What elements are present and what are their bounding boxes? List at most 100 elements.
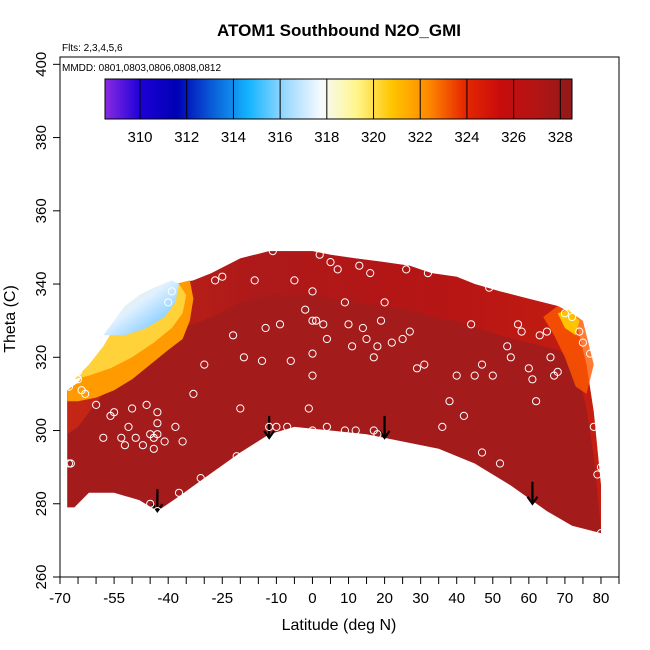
observation-point: [286, 356, 295, 365]
observation-point: [495, 459, 505, 468]
x-tick-label: -10: [266, 590, 288, 607]
colorbar-tick-label: 320: [361, 129, 386, 146]
observation-point: [164, 298, 173, 307]
observation-point: [92, 400, 101, 409]
observation-point: [348, 342, 357, 351]
observation-point: [488, 371, 497, 380]
observation-point: [102, 510, 112, 519]
x-tick-label: 40: [448, 590, 465, 607]
observation-point: [261, 323, 270, 333]
chart-title: ATOM1 Southbound N2O_GMI: [217, 21, 461, 40]
observation-point: [568, 312, 577, 322]
observation-point: [312, 316, 321, 325]
observation-point: [315, 250, 324, 259]
observation-point: [589, 422, 598, 431]
colorbar-tick-label: 328: [548, 129, 573, 146]
observation-point: [99, 433, 108, 442]
observation-point: [412, 364, 422, 373]
observation-point: [232, 452, 241, 461]
x-tick-label: -55: [103, 590, 125, 607]
y-tick-label: 260: [33, 564, 50, 589]
observation-point: [326, 258, 335, 267]
observation-point: [351, 426, 360, 435]
x-tick-label: 30: [412, 590, 429, 607]
observation-point: [452, 371, 461, 380]
x-tick-label: 80: [593, 590, 610, 607]
observation-point: [153, 419, 162, 428]
observation-point: [290, 276, 299, 285]
observation-point: [553, 367, 562, 376]
observation-point: [218, 272, 227, 281]
observation-point: [322, 334, 331, 344]
observation-point: [153, 430, 162, 439]
observation-point: [135, 503, 144, 512]
observation-point: [308, 349, 317, 358]
x-axis: -70 -55 -40 -25 -10 0 10 20 30 40 50 60 70 80: [49, 577, 620, 607]
observation-point: [532, 397, 541, 406]
observation-point: [283, 422, 292, 431]
observation-point: [470, 371, 479, 380]
y-tick-label: 400: [33, 52, 50, 77]
observation-point: [506, 353, 515, 362]
observation-point: [575, 327, 584, 336]
observation-point: [333, 265, 342, 274]
x-tick-label: -40: [157, 590, 179, 607]
observation-point: [250, 276, 259, 285]
observation-point: [477, 448, 487, 457]
observation-point: [517, 327, 526, 336]
observation-point: [503, 342, 512, 351]
observation-point: [319, 320, 328, 329]
x-tick-label: 60: [520, 590, 537, 607]
x-tick-label: -25: [211, 590, 233, 607]
observation-point: [596, 529, 606, 538]
observation-point: [138, 441, 147, 450]
observation-point: [409, 455, 418, 464]
observation-point: [73, 367, 83, 376]
observation-point: [322, 422, 331, 431]
observation-point: [66, 459, 75, 468]
observation-point: [344, 320, 353, 329]
observation-point: [229, 331, 238, 340]
observation-point: [438, 422, 447, 431]
observation-point: [340, 426, 349, 435]
arrow-marker: [263, 415, 276, 440]
observation-point: [257, 356, 267, 365]
observation-point: [293, 239, 303, 248]
observation-point: [387, 338, 396, 347]
observation-point: [308, 287, 317, 296]
observation-point: [459, 411, 468, 420]
observation-point: [586, 349, 595, 358]
observation-point: [117, 433, 126, 442]
observation-point: [124, 422, 133, 431]
observation-point: [239, 353, 248, 362]
observation-point: [268, 247, 277, 256]
x-tick-label: 10: [340, 590, 357, 607]
observation-point: [477, 360, 487, 369]
colorbar-tick-label: 324: [454, 129, 479, 146]
colorbar-tick-label: 316: [268, 129, 293, 146]
x-axis-label: Latitude (deg N): [282, 617, 397, 634]
dates-subtitle: MMDD: 0801,0803,0806,0808,0812: [62, 63, 221, 74]
observation-point: [308, 430, 317, 439]
observation-point: [64, 382, 74, 391]
colorbar-tick-label: 326: [501, 129, 526, 146]
observation-point: [467, 320, 476, 329]
observation-point: [513, 320, 523, 329]
x-tick-label: 70: [557, 590, 574, 607]
observation-point: [456, 459, 465, 468]
x-tick-label: 20: [376, 590, 393, 607]
observation-point: [178, 437, 187, 446]
observation-point: [160, 437, 169, 446]
observation-point: [308, 316, 317, 325]
observation-point: [236, 404, 245, 413]
observation-point: [174, 488, 184, 497]
observation-point: [391, 254, 400, 263]
observation-point: [366, 269, 375, 278]
observation-point: [441, 455, 450, 464]
observation-point: [398, 334, 407, 344]
observation-point: [593, 470, 602, 479]
observation-point: [120, 441, 130, 450]
observation-point: [362, 334, 371, 344]
x-tick-label: 50: [484, 590, 501, 607]
